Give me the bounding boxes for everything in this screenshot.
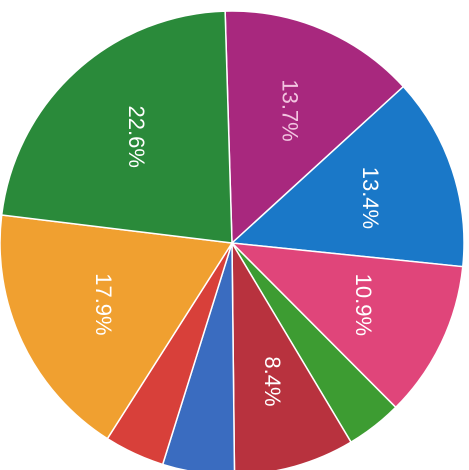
pie-slice [230,85,465,268]
slice-label: 13.7% [277,79,302,141]
pie-slice [224,10,405,245]
slice-label: 22.6% [124,106,149,168]
pie-slice [229,242,464,409]
slice-label: 17.9% [91,273,116,335]
pie-slice [0,214,234,440]
slice-label: 8.4% [260,356,285,406]
slice-label: 10.9% [351,274,376,336]
slice-label: 13.4% [358,167,383,229]
pie-slice [0,10,233,244]
pie-slice [231,240,353,470]
